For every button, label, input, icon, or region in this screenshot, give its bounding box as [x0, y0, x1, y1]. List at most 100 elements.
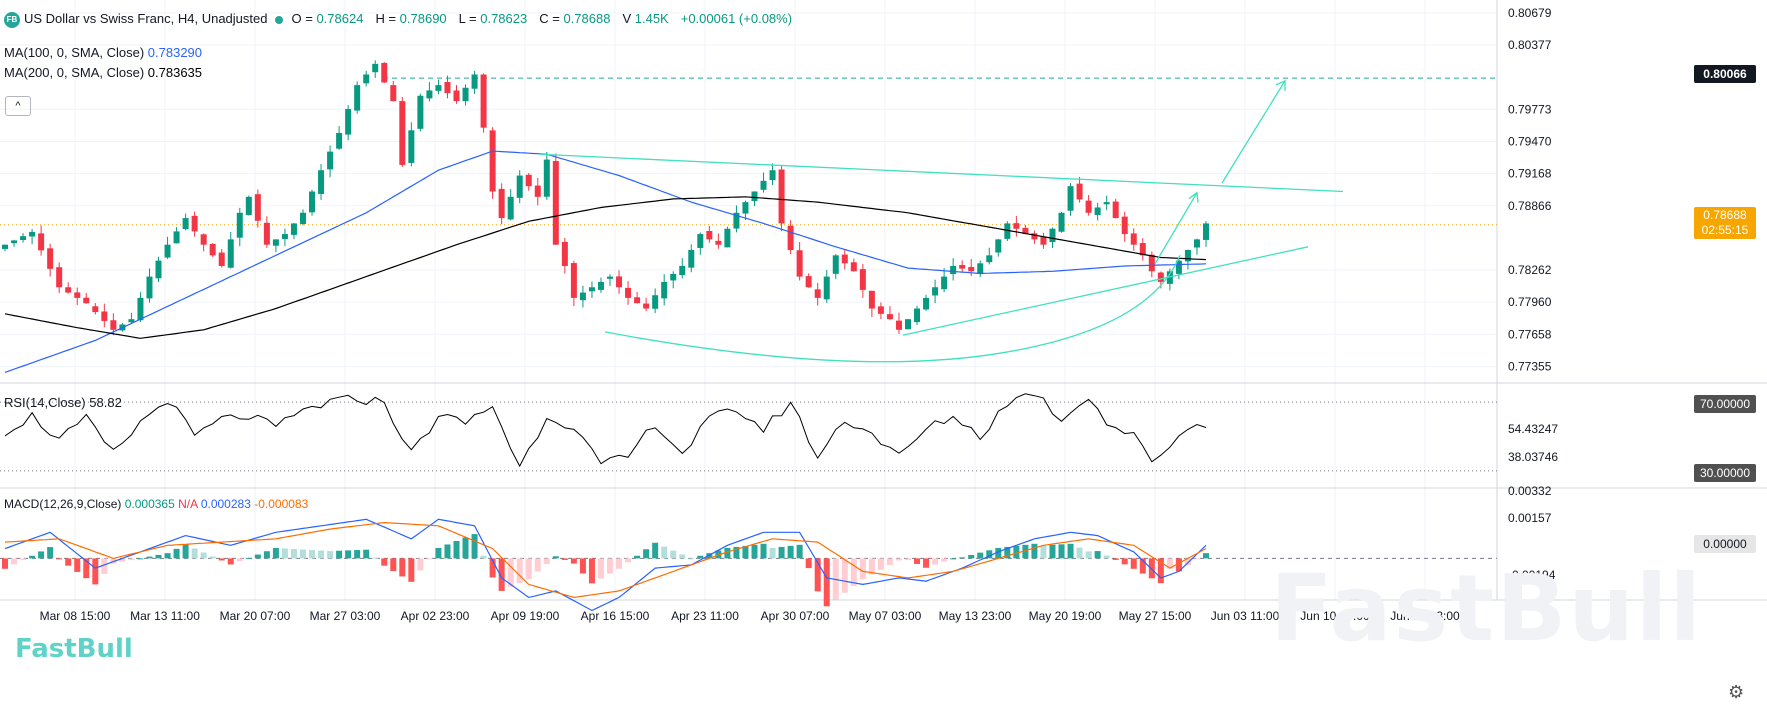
- macd-histogram-bar: [697, 555, 704, 559]
- ma200-legend[interactable]: MA(200, 0, SMA, Close) 0.783635: [4, 65, 203, 80]
- macd-histogram-bar: [92, 558, 99, 585]
- macd-histogram-bar: [453, 541, 460, 559]
- candle: [607, 276, 614, 279]
- candle: [715, 240, 722, 245]
- macd-histogram-bar: [155, 554, 162, 559]
- candle: [516, 175, 523, 198]
- candle: [65, 287, 72, 293]
- candle: [751, 191, 758, 201]
- ma100-legend[interactable]: MA(100, 0, SMA, Close) 0.783290: [4, 45, 203, 60]
- macd-histogram-bar: [597, 558, 604, 579]
- macd-histogram-bar: [1085, 551, 1092, 559]
- macd-histogram-bar: [868, 558, 875, 575]
- macd-histogram-bar: [959, 557, 966, 559]
- macd-histogram-bar: [47, 547, 54, 559]
- candle: [1004, 223, 1011, 239]
- candle: [670, 273, 677, 281]
- macd-histogram-bar: [1040, 545, 1047, 559]
- ma100-value: 0.783290: [147, 45, 203, 60]
- macd-zero-tag: 0.00000: [1694, 535, 1756, 553]
- y-tick-label: 0.78262: [1508, 263, 1552, 277]
- x-tick-label: May 13 23:00: [939, 609, 1012, 623]
- macd-histogram-bar: [561, 558, 568, 560]
- candle: [1022, 227, 1029, 235]
- candle: [634, 297, 641, 304]
- macd-histogram-bar: [1130, 558, 1137, 569]
- candle: [83, 297, 90, 304]
- x-tick-label: Apr 16 15:00: [581, 609, 650, 623]
- macd-histogram-bar: [1049, 544, 1056, 559]
- candle: [1202, 223, 1209, 240]
- gear-icon[interactable]: ⚙: [1728, 682, 1745, 702]
- rsi-value: 58.82: [89, 395, 122, 410]
- candle: [995, 239, 1002, 253]
- rsi-70-tag: 70.00000: [1694, 395, 1756, 413]
- macd-histogram-bar: [489, 558, 496, 578]
- macd-histogram-bar: [345, 550, 352, 559]
- candle: [661, 281, 668, 299]
- macd-histogram-bar: [986, 550, 993, 559]
- macd-histogram-bar: [173, 548, 180, 559]
- candle: [859, 269, 866, 290]
- descending-trendline: [539, 153, 1344, 193]
- x-tick-label: Apr 02 23:00: [401, 609, 470, 623]
- candle: [272, 239, 279, 246]
- candle: [543, 159, 550, 197]
- symbol-title[interactable]: US Dollar vs Swiss Franc, H4, Unadjusted: [24, 11, 268, 26]
- ma100-line: [4, 150, 1207, 373]
- macd-histogram-bar: [83, 558, 90, 579]
- y-tick-label: 0.77960: [1508, 295, 1552, 309]
- macd-histogram-bar: [498, 558, 505, 591]
- macd-histogram-bar: [914, 558, 921, 564]
- change-value: +0.00061 (+0.08%): [680, 11, 793, 26]
- candle: [254, 194, 261, 221]
- macd-histogram-bar: [670, 550, 677, 559]
- candle: [399, 101, 406, 165]
- macd-histogram-bar: [950, 558, 957, 560]
- macd-histogram-bar: [200, 552, 207, 559]
- candle: [47, 248, 54, 269]
- projection-arrow-1: [1154, 192, 1198, 265]
- macd-histogram-bar: [760, 543, 767, 559]
- candle: [959, 265, 966, 269]
- macd-histogram-bar: [805, 558, 812, 569]
- candle: [1031, 233, 1038, 240]
- candle: [155, 260, 162, 279]
- macd-histogram-bar: [886, 558, 893, 566]
- macd-histogram-bar: [254, 554, 261, 559]
- macd-histogram-bar: [1139, 558, 1146, 574]
- candle: [832, 255, 839, 274]
- candle: [471, 74, 478, 89]
- y-tick-label: 0.77355: [1508, 360, 1552, 374]
- candle: [218, 252, 225, 266]
- volume-value: 1.45K: [634, 11, 669, 26]
- candle: [354, 85, 361, 111]
- rsi-legend[interactable]: RSI(14,Close) 58.82: [4, 395, 122, 410]
- macd-legend[interactable]: MACD(12,26,9,Close) 0.000365 N/A 0.00028…: [4, 497, 309, 511]
- candle: [950, 265, 957, 274]
- macd-histogram-bar: [1175, 558, 1182, 572]
- candle: [841, 254, 848, 264]
- candle: [1094, 207, 1101, 216]
- macd-histogram-bar: [751, 544, 758, 559]
- macd-histogram-bar: [742, 545, 749, 559]
- macd-histogram-bar: [634, 555, 641, 559]
- collapse-legend-button[interactable]: ^: [5, 96, 31, 116]
- macd-histogram-bar: [823, 558, 830, 607]
- macd-histogram-bar: [2, 558, 8, 569]
- macd-histogram-bar: [435, 547, 442, 559]
- candle: [480, 74, 487, 128]
- fastbull-logo-icon: FB: [4, 11, 20, 28]
- macd-tick-label: -0.00194: [1508, 568, 1556, 582]
- candle: [534, 185, 541, 197]
- candle: [1076, 183, 1083, 200]
- rsi-30-tag: 30.00000: [1694, 464, 1756, 482]
- current-price-tag: 0.78688 02:55:15: [1694, 207, 1756, 239]
- candle: [1193, 239, 1200, 248]
- candle: [453, 90, 460, 102]
- macd-histogram-bar: [381, 558, 388, 566]
- candle: [579, 292, 586, 301]
- candle: [408, 130, 415, 163]
- candle: [742, 202, 749, 214]
